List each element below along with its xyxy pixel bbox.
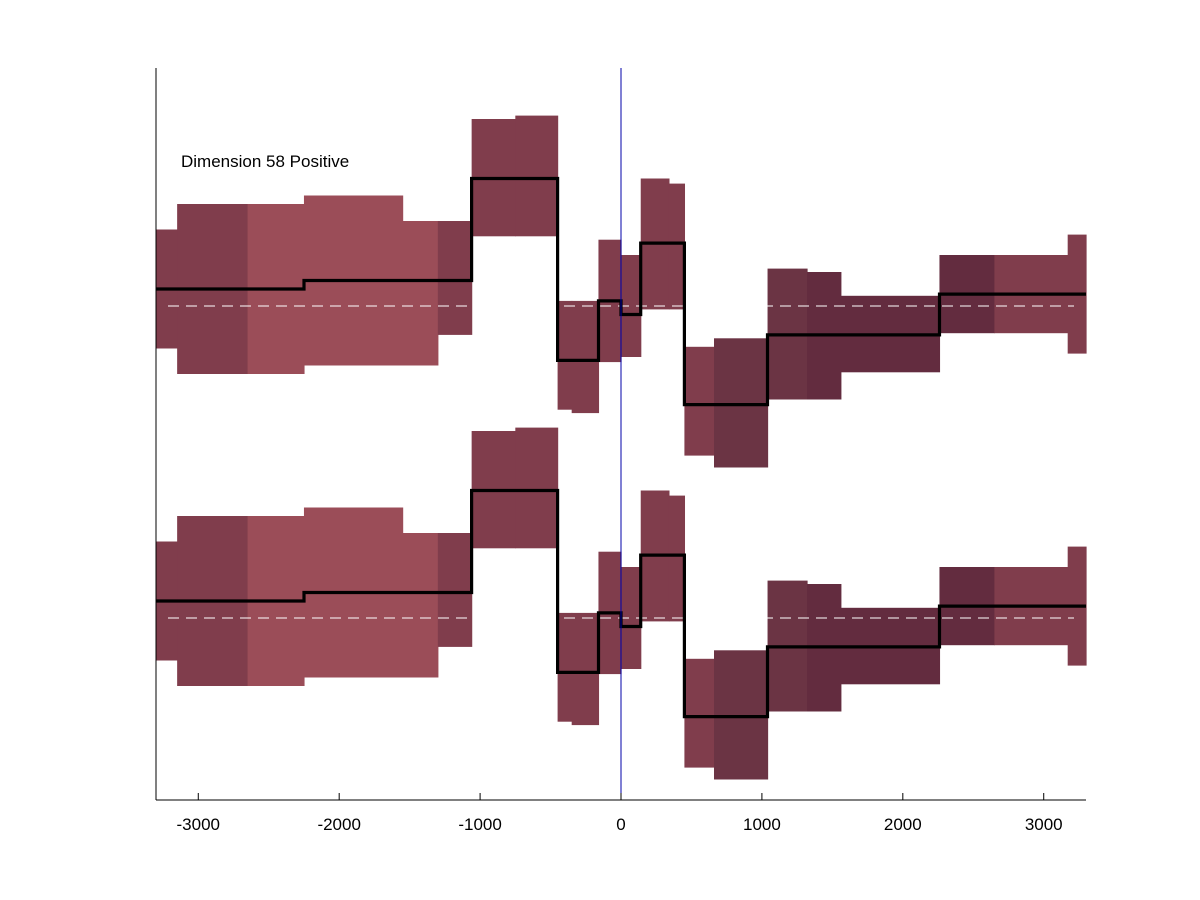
band-p1-8 (557, 300, 573, 410)
band-p2-4 (402, 533, 439, 678)
x-tick-label: 1000 (743, 815, 781, 834)
band-p2-13 (668, 495, 686, 622)
plot-area (156, 115, 1087, 780)
band-p2-15 (714, 650, 769, 780)
band-p1-13 (668, 183, 686, 310)
axes: -3000 -2000 -1000 0 1000 2000 3000 (155, 68, 1086, 834)
chart-annotation: Dimension 58 Positive (181, 152, 349, 171)
band-p1-14 (684, 346, 715, 456)
band-p1-9 (571, 300, 600, 414)
x-tick-label: 2000 (884, 815, 922, 834)
x-tick-label: 0 (616, 815, 625, 834)
band-p1-11 (621, 255, 642, 357)
band-p1-15 (714, 338, 769, 468)
panel-2 (156, 427, 1087, 780)
band-p1-7 (515, 115, 559, 237)
x-tick-label: -2000 (317, 815, 360, 834)
band-p2-7 (515, 427, 559, 549)
x-tick-label: 3000 (1025, 815, 1063, 834)
band-p2-5 (437, 533, 473, 647)
x-tick-label: -1000 (458, 815, 501, 834)
panel-1 (156, 115, 1087, 468)
band-p1-4 (402, 221, 439, 366)
band-p2-8 (557, 612, 573, 722)
band-p2-9 (571, 612, 600, 726)
band-p2-11 (621, 567, 642, 669)
band-p1-5 (437, 221, 473, 335)
band-p2-14 (684, 658, 715, 768)
x-tick-label: -3000 (177, 815, 220, 834)
